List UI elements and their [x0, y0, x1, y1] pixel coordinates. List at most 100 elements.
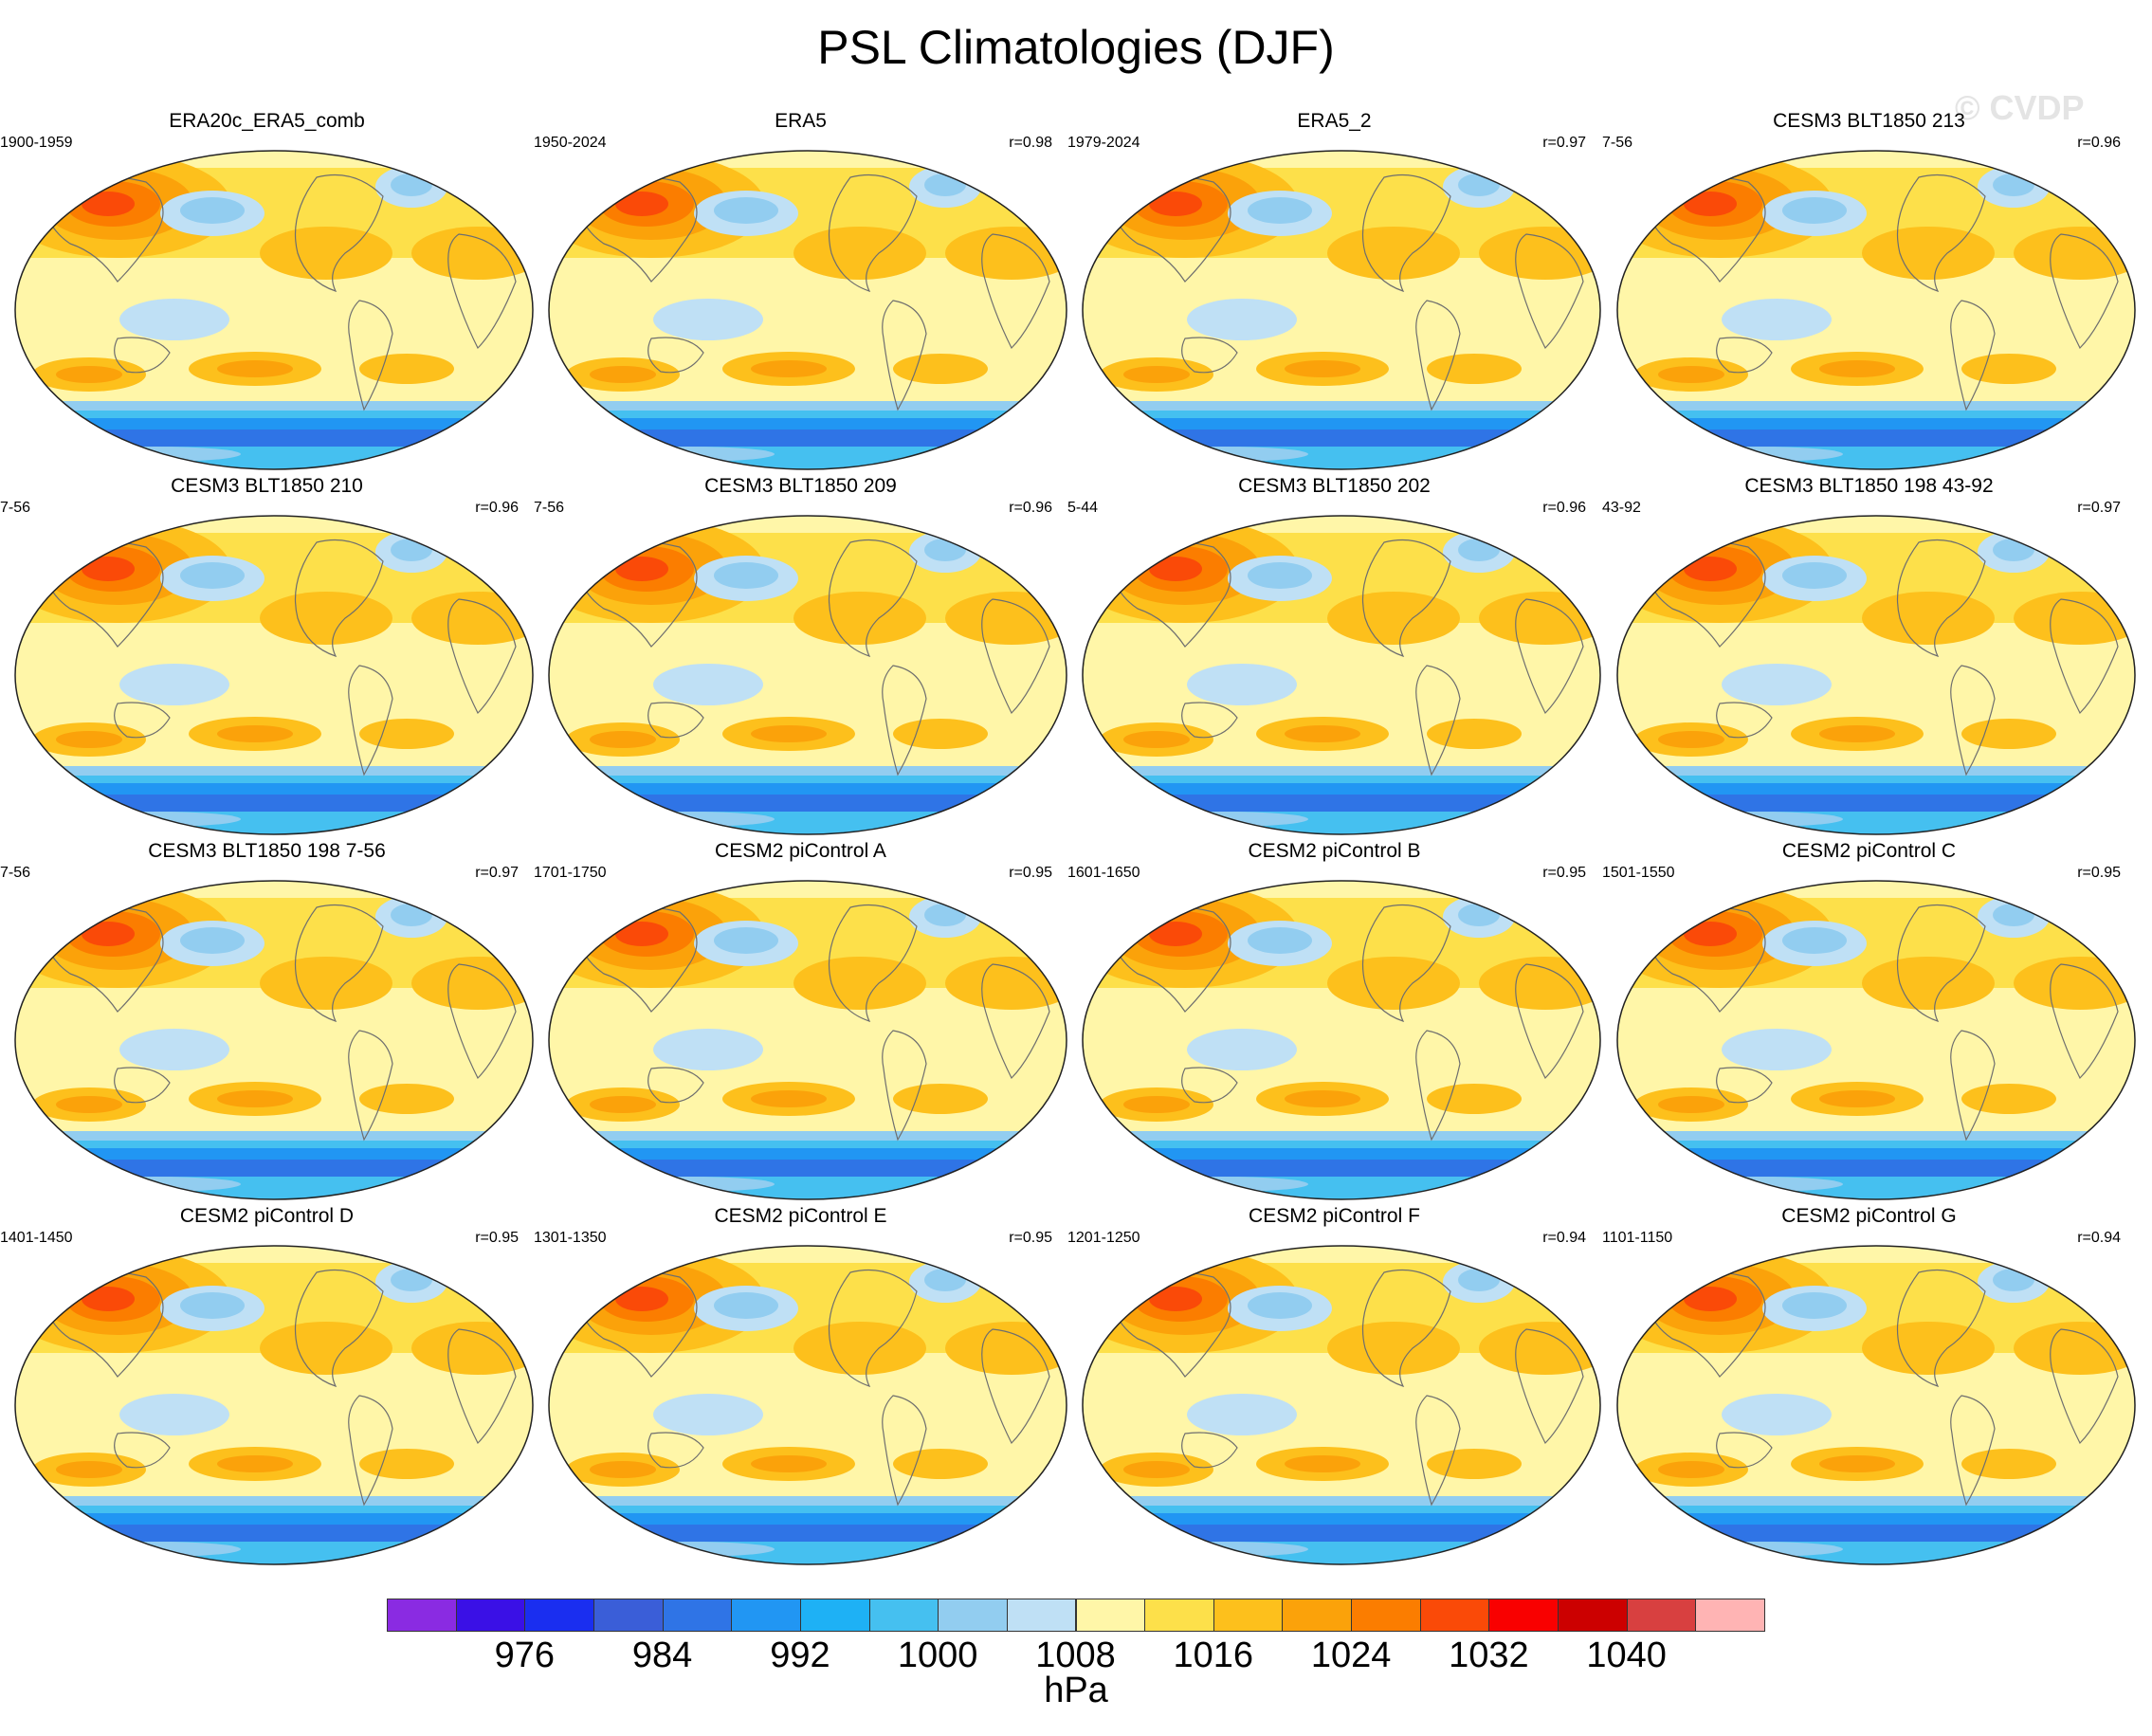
- panel-years: 1101-1150: [1602, 1230, 1673, 1246]
- colorbar-swatch: [1075, 1599, 1146, 1632]
- colorbar-swatch: [524, 1599, 594, 1632]
- psl-map: [548, 150, 1067, 470]
- panel-years: 5-44: [1067, 500, 1099, 516]
- panel-pattern-correlation: r=0.98: [1009, 135, 1052, 151]
- map-panel: ERA5_2 1979-2024 r=0.97: [1067, 109, 1601, 474]
- panel-pattern-correlation: r=0.96: [2077, 135, 2121, 151]
- psl-map: [1082, 150, 1601, 470]
- panel-pattern-correlation: r=0.97: [475, 865, 519, 881]
- panel-years: 1501-1550: [1602, 865, 1675, 881]
- colorbar-swatch: [938, 1599, 1008, 1632]
- panel-years: 7-56: [1602, 135, 1633, 151]
- psl-map: [1082, 1245, 1601, 1565]
- colorbar-swatch: [387, 1599, 457, 1632]
- map-panel: ERA20c_ERA5_comb 1900-1959: [0, 109, 534, 474]
- psl-map: [1082, 880, 1601, 1200]
- colorbar-swatch: [1626, 1599, 1697, 1632]
- panel-pattern-correlation: r=0.95: [1542, 865, 1586, 881]
- panel-title: ERA5: [775, 110, 827, 132]
- psl-map: [1616, 515, 2136, 835]
- colorbar-units: hPa: [1044, 1671, 1108, 1710]
- panel-title: CESM3 BLT1850 209: [704, 475, 897, 497]
- panel-title: CESM3 BLT1850 198 7-56: [148, 840, 386, 862]
- panel-title: CESM2 piControl A: [715, 840, 886, 862]
- map-panel: ERA5 1950-2024 r=0.98: [534, 109, 1067, 474]
- panel-years: 1950-2024: [534, 135, 607, 151]
- panel-pattern-correlation: r=0.97: [1542, 135, 1586, 151]
- panel-pattern-correlation: r=0.95: [2077, 865, 2121, 881]
- panel-title: CESM3 BLT1850 198 43-92: [1744, 475, 1994, 497]
- colorbar-tick-label: 1024: [1310, 1635, 1392, 1675]
- colorbar-tick-label: 992: [770, 1635, 830, 1675]
- colorbar-tick-label: 1000: [897, 1635, 978, 1675]
- colorbar-swatch: [1488, 1599, 1559, 1632]
- panel-years: 7-56: [0, 865, 31, 881]
- panel-years: 1301-1350: [534, 1230, 607, 1246]
- psl-map: [14, 880, 534, 1200]
- psl-map: [1082, 515, 1601, 835]
- colorbar-swatch: [731, 1599, 801, 1632]
- map-panel: CESM2 piControl E 1301-1350 r=0.95: [534, 1204, 1067, 1569]
- psl-map: [548, 880, 1067, 1200]
- colorbar-swatch: [593, 1599, 664, 1632]
- figure-title: PSL Climatologies (DJF): [817, 21, 1335, 74]
- map-panel: CESM2 piControl B 1601-1650 r=0.95: [1067, 839, 1601, 1204]
- panel-pattern-correlation: r=0.95: [1009, 865, 1052, 881]
- panel-title: CESM3 BLT1850 213: [1773, 110, 1965, 132]
- psl-map: [548, 1245, 1067, 1565]
- panel-title: CESM2 piControl F: [1249, 1205, 1420, 1227]
- colorbar-swatch: [1695, 1599, 1765, 1632]
- colorbar-swatch: [1282, 1599, 1353, 1632]
- panel-years: 7-56: [0, 500, 31, 516]
- colorbar-tick-label: 976: [494, 1635, 555, 1675]
- colorbar-swatch: [799, 1599, 870, 1632]
- panel-title: CESM2 piControl B: [1248, 840, 1421, 862]
- panel-years: 1979-2024: [1067, 135, 1140, 151]
- psl-map: [1616, 150, 2136, 470]
- panel-pattern-correlation: r=0.97: [2077, 500, 2121, 516]
- panel-title: CESM3 BLT1850 210: [171, 475, 363, 497]
- map-panel: CESM2 piControl A 1701-1750 r=0.95: [534, 839, 1067, 1204]
- panel-years: 43-92: [1602, 500, 1641, 516]
- psl-map: [14, 1245, 534, 1565]
- panel-pattern-correlation: r=0.95: [1009, 1230, 1052, 1246]
- map-panel: CESM3 BLT1850 198 43-92 43-92 r=0.97: [1602, 474, 2136, 839]
- map-panel: CESM2 piControl F 1201-1250 r=0.94: [1067, 1204, 1601, 1569]
- psl-map: [1616, 880, 2136, 1200]
- colorbar-swatch: [868, 1599, 939, 1632]
- colorbar-swatch: [1351, 1599, 1421, 1632]
- panel-years: 1201-1250: [1067, 1230, 1140, 1246]
- colorbar-swatch: [455, 1599, 526, 1632]
- panel-years: 1701-1750: [534, 865, 607, 881]
- panel-pattern-correlation: r=0.94: [2077, 1230, 2121, 1246]
- colorbar: [387, 1599, 1765, 1632]
- panel-pattern-correlation: r=0.96: [1009, 500, 1052, 516]
- panel-years: 1401-1450: [0, 1230, 73, 1246]
- map-panel: CESM3 BLT1850 213 7-56 r=0.96: [1602, 109, 2136, 474]
- colorbar-tick-label: 1032: [1449, 1635, 1529, 1675]
- panel-title: CESM2 piControl G: [1781, 1205, 1957, 1227]
- panel-title: ERA20c_ERA5_comb: [169, 110, 365, 132]
- panel-title: CESM3 BLT1850 202: [1238, 475, 1431, 497]
- map-panel: CESM3 BLT1850 202 5-44 r=0.96: [1067, 474, 1601, 839]
- colorbar-swatch: [1213, 1599, 1284, 1632]
- colorbar-tick-label: 1040: [1586, 1635, 1667, 1675]
- panel-title: CESM2 piControl D: [179, 1205, 355, 1227]
- colorbar-tick-label: 1008: [1035, 1635, 1116, 1675]
- colorbar-swatch: [662, 1599, 733, 1632]
- colorbar-swatch: [1558, 1599, 1628, 1632]
- psl-map: [14, 515, 534, 835]
- panel-title: CESM2 piControl E: [714, 1205, 887, 1227]
- map-panel: CESM2 piControl C 1501-1550 r=0.95: [1602, 839, 2136, 1204]
- panel-pattern-correlation: r=0.94: [1542, 1230, 1586, 1246]
- panel-pattern-correlation: r=0.95: [475, 1230, 519, 1246]
- map-panel: CESM3 BLT1850 198 7-56 7-56 r=0.97: [0, 839, 534, 1204]
- panel-pattern-correlation: r=0.96: [1542, 500, 1586, 516]
- panel-title: ERA5_2: [1297, 110, 1372, 132]
- map-panel: CESM3 BLT1850 210 7-56 r=0.96: [0, 474, 534, 839]
- colorbar-tick-label: 984: [631, 1635, 693, 1675]
- panel-years: 1900-1959: [0, 135, 73, 151]
- colorbar-swatch: [1144, 1599, 1214, 1632]
- map-panel: CESM2 piControl D 1401-1450 r=0.95: [0, 1204, 534, 1569]
- panel-years: 1601-1650: [1067, 865, 1140, 881]
